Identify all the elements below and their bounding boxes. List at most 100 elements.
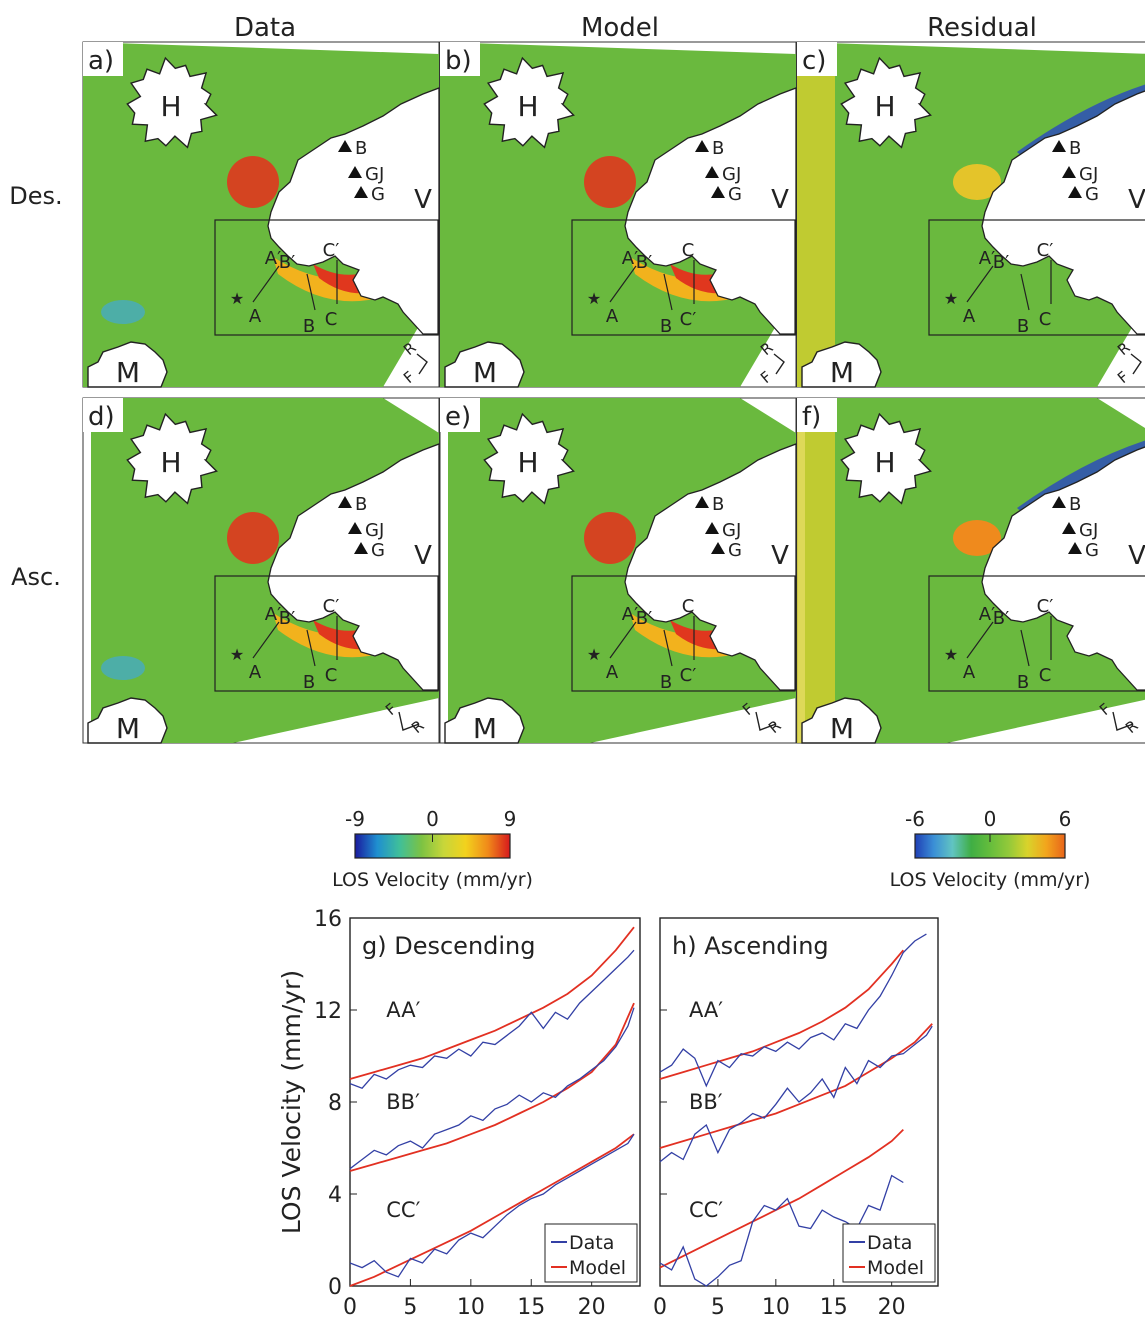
epicenter-star: ★ — [587, 645, 601, 664]
epicenter-star: ★ — [944, 645, 958, 664]
coastline — [267, 87, 440, 335]
epicenter-star: ★ — [230, 645, 244, 664]
orientation-arrow — [416, 353, 428, 375]
row-header-ascending: Asc. — [11, 563, 61, 591]
profile-line — [966, 621, 994, 659]
panel-label-bg — [440, 398, 480, 432]
volcano-m-outline — [444, 341, 525, 388]
profile-end-label: B — [303, 316, 315, 337]
volcano-h-label: H — [874, 90, 895, 123]
epicenter-star: ★ — [944, 289, 958, 308]
profile-line — [252, 621, 280, 659]
series-line-model — [659, 1128, 904, 1269]
residual-edge — [797, 398, 835, 743]
colorbar-tick-label: 6 — [1059, 807, 1072, 831]
region-v-label: V — [414, 185, 432, 215]
coastline — [981, 446, 1145, 691]
profile-end-label: B′ — [636, 608, 652, 629]
profile-end-label: A′ — [979, 604, 995, 625]
volcano-h-label: H — [517, 90, 538, 123]
station-triangle — [705, 522, 719, 534]
residual-edge — [797, 42, 835, 387]
station-triangle — [705, 166, 719, 178]
station-label: GJ — [1079, 520, 1098, 541]
colorbar-tick-label: 9 — [504, 807, 517, 831]
zoom-box — [928, 219, 1145, 336]
y-tick-label: 12 — [314, 999, 342, 1024]
x-tick-label: 15 — [820, 1295, 848, 1320]
profile-line — [966, 265, 994, 303]
profile-end-label: C′ — [680, 309, 697, 330]
profile-end-label: C — [325, 665, 338, 686]
station-triangle — [1062, 522, 1076, 534]
panel-label-bg — [83, 398, 123, 432]
panel-label: f) — [802, 402, 821, 432]
station-triangle — [711, 542, 725, 554]
colorbar-label: LOS Velocity (mm/yr) — [332, 869, 533, 891]
profile-end-label: B′ — [279, 252, 295, 273]
legend-label: Model — [569, 1257, 626, 1279]
profile-annotation: BB′ — [689, 1090, 723, 1114]
profile-end-label: B′ — [279, 608, 295, 629]
uplift-hotspot — [227, 156, 279, 208]
subsidence-spot — [101, 656, 145, 680]
colorbars: -9 0 9 LOS Velocity (mm/yr) -6 0 6 LOS Velocity… — [332, 807, 1090, 891]
profile-plots: 0 5 10 15 20 0 4 8 12 16 LOS Velocity (mm/yr) g) De… — [277, 907, 939, 1320]
colorbar-tick-label: 0 — [984, 807, 997, 831]
profile-end-label: C′ — [323, 240, 340, 261]
station-label: GJ — [722, 520, 741, 541]
column-header-model: Model — [581, 13, 659, 43]
series-line-data — [349, 1133, 635, 1278]
region-v-label: V — [771, 541, 789, 571]
profile-end-label: B′ — [993, 608, 1009, 629]
legend — [842, 1223, 936, 1283]
station-label: G — [728, 184, 742, 205]
profile-line — [663, 273, 673, 311]
uplift-hotspot — [584, 512, 636, 564]
profile-end-label: C — [1039, 665, 1052, 686]
station-triangle — [354, 186, 368, 198]
profile-end-label: B — [660, 316, 672, 337]
orientation-arrow — [755, 711, 777, 731]
x-tick-label: 0 — [653, 1295, 667, 1320]
zoom-box — [214, 219, 439, 336]
zoom-box — [928, 575, 1145, 692]
series-line-model — [659, 1023, 933, 1149]
zoom-box — [571, 575, 796, 692]
station-triangle — [338, 140, 352, 152]
station-label: G — [728, 540, 742, 561]
profile-line — [663, 629, 673, 667]
profile-end-label: C′ — [323, 596, 340, 617]
panel-label-bg — [797, 398, 837, 432]
profile-end-label: A — [249, 306, 262, 327]
volcano-h-outline — [126, 56, 218, 149]
profile-end-label: A′ — [979, 248, 995, 269]
residual-hotspot — [953, 520, 1001, 556]
epicenter-star: ★ — [230, 289, 244, 308]
station-label: B — [712, 138, 724, 159]
residual-hotspot — [953, 164, 1001, 200]
region-v-label: V — [1128, 185, 1145, 215]
profile-annotation: AA′ — [386, 998, 420, 1022]
volcano-m-outline — [444, 697, 525, 744]
profile-end-label: C — [682, 596, 695, 617]
column-header-data: Data — [234, 13, 296, 43]
volcano-m-outline — [801, 341, 882, 388]
epicenter-star: ★ — [587, 289, 601, 308]
profile-end-label: B — [1017, 672, 1029, 693]
legend-label: Data — [569, 1232, 614, 1254]
profile-end-label: A — [963, 662, 976, 683]
volcano-h-outline — [483, 412, 575, 505]
colorbar: -9 0 9 LOS Velocity (mm/yr) — [332, 807, 533, 891]
coastline — [624, 87, 797, 335]
volcano-m-outline — [87, 341, 168, 388]
profile-annotation: BB′ — [386, 1090, 420, 1114]
profile-end-label: A — [606, 662, 619, 683]
profile-end-label: A′ — [265, 604, 281, 625]
volcano-m-label: M — [830, 712, 854, 745]
legend-label: Model — [867, 1257, 924, 1279]
station-label: G — [371, 540, 385, 561]
